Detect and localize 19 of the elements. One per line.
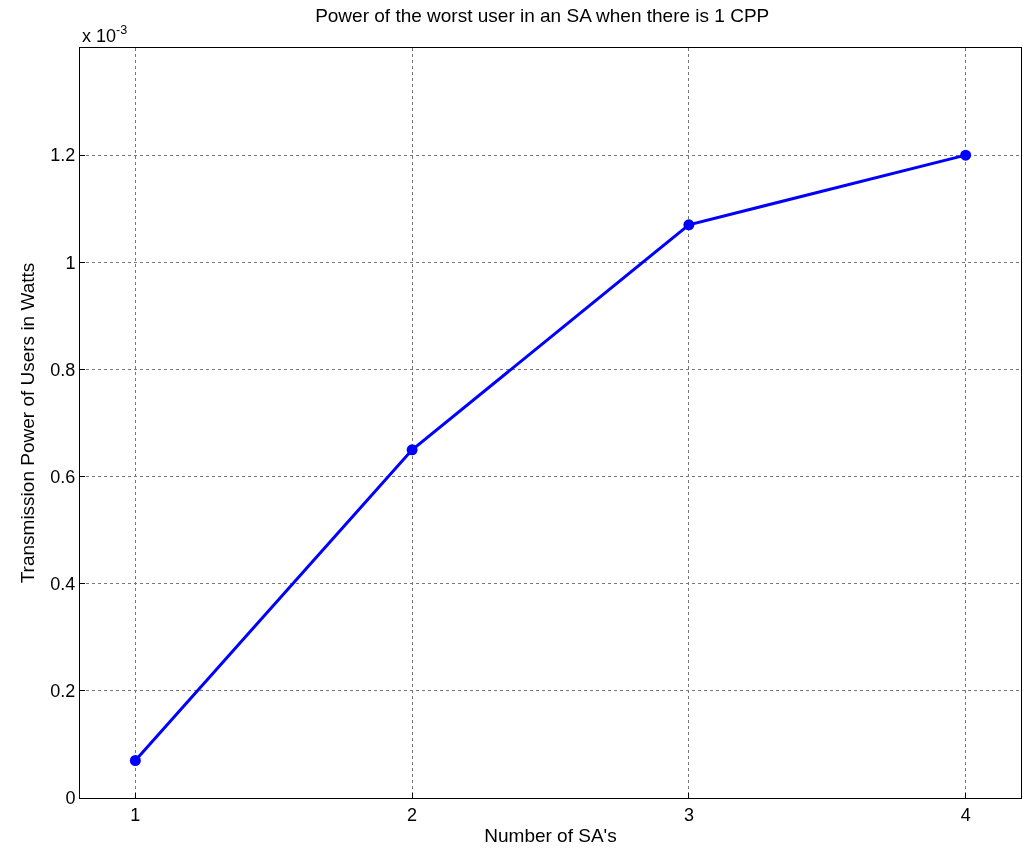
- y-tick-label: 1: [65, 252, 76, 273]
- point: [683, 219, 695, 231]
- x-tick-label: 2: [407, 804, 418, 825]
- y-tick-label: 0.6: [50, 466, 76, 487]
- point: [406, 444, 418, 456]
- x-tick-label: 4: [960, 804, 971, 825]
- y-tick-label: 0.8: [50, 359, 76, 380]
- y-tick-label: 0: [65, 788, 76, 809]
- x-tick-label: 3: [683, 804, 694, 825]
- x-tick-label: 1: [130, 804, 141, 825]
- y-tick-label: 1.2: [50, 145, 76, 166]
- x-axis-title: Number of SA's: [484, 825, 617, 847]
- y-axis-title: Transmission Power of Users in Watts: [17, 262, 39, 584]
- text: x 10$^{-3}$: [82, 23, 128, 46]
- y-tick-label: 0.4: [50, 574, 76, 595]
- y-tick-label: 0.2: [50, 681, 76, 702]
- point: [960, 149, 972, 161]
- chart-title: Power of the worst user in an SA when there is 1 CPP: [315, 4, 770, 26]
- point: [129, 755, 141, 766]
